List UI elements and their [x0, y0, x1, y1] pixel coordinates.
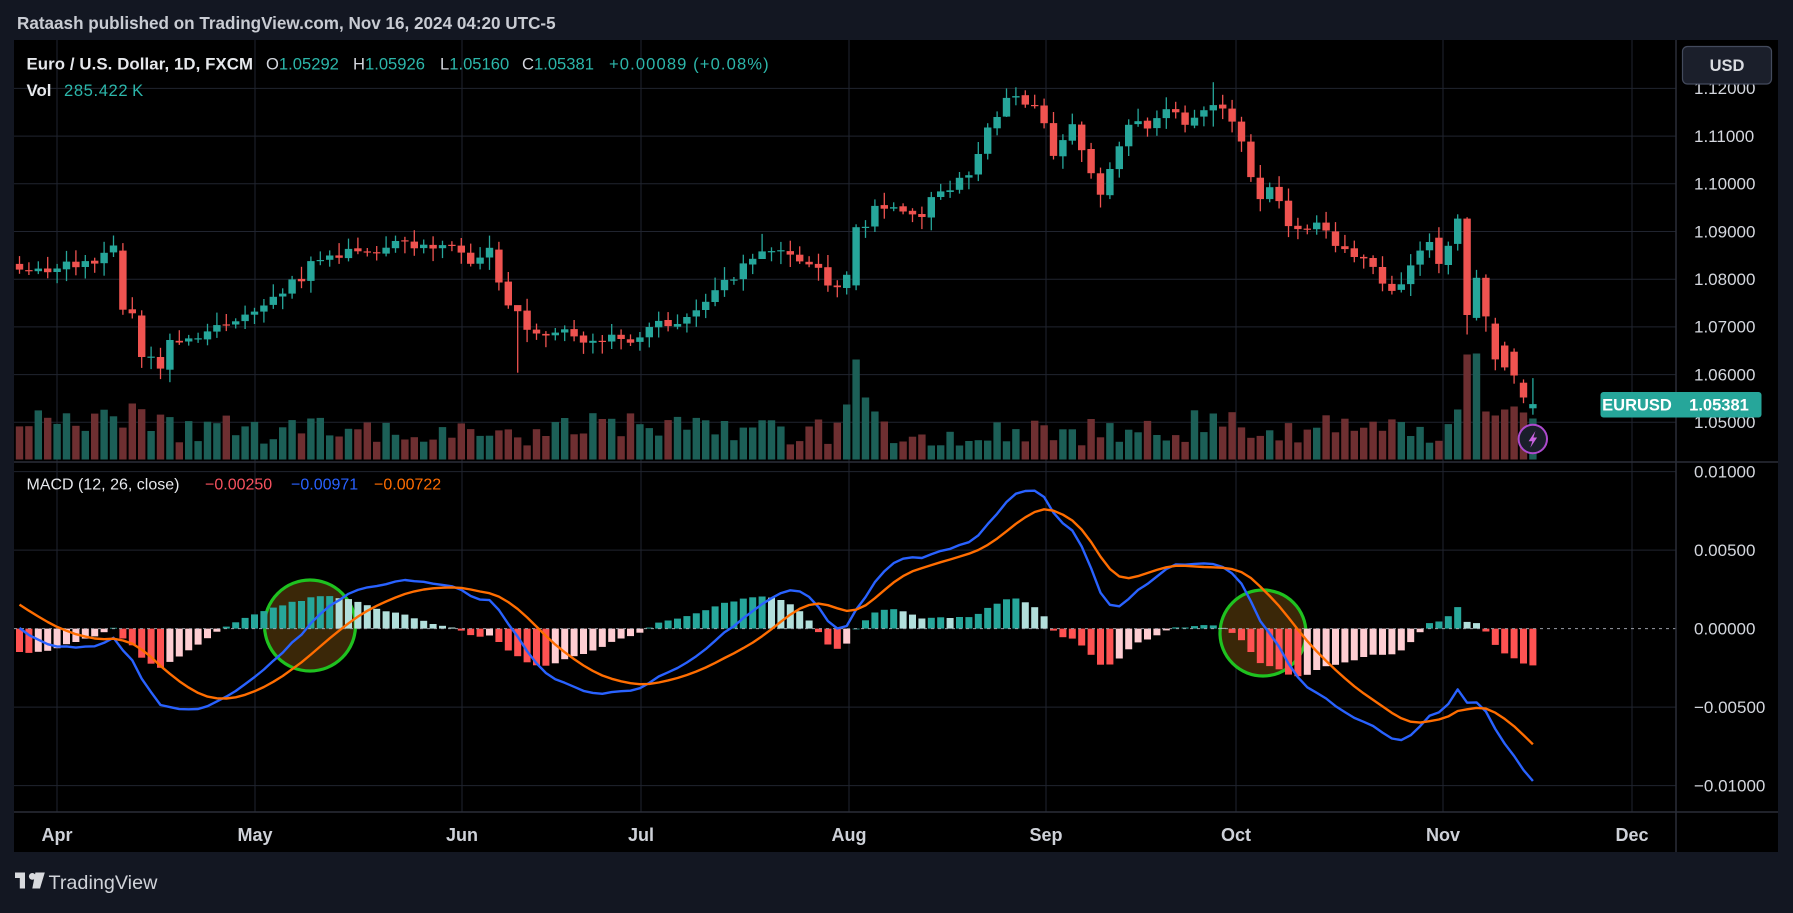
svg-text:Nov: Nov	[1426, 825, 1460, 845]
svg-text:Euro / U.S. Dollar, 1D, FXCM: Euro / U.S. Dollar, 1D, FXCM	[27, 55, 254, 74]
svg-text:1.10000: 1.10000	[1694, 175, 1755, 194]
svg-text:285.422 K: 285.422 K	[64, 81, 144, 100]
svg-text:1.07000: 1.07000	[1694, 318, 1755, 337]
svg-text:0.00000: 0.00000	[1694, 619, 1755, 638]
svg-text:L1.05160: L1.05160	[440, 55, 509, 74]
svg-text:C1.05381: C1.05381	[522, 55, 594, 74]
svg-text:Dec: Dec	[1615, 825, 1648, 845]
svg-text:1.11000: 1.11000	[1694, 127, 1754, 146]
svg-text:−0.00500: −0.00500	[1694, 698, 1765, 717]
svg-text:−0.00250: −0.00250	[205, 477, 272, 494]
svg-text:Sep: Sep	[1029, 825, 1062, 845]
svg-text:1.05000: 1.05000	[1694, 413, 1755, 432]
svg-text:MACD (12, 26, close): MACD (12, 26, close)	[27, 477, 180, 494]
svg-text:Jul: Jul	[628, 825, 654, 845]
svg-text:1.09000: 1.09000	[1694, 222, 1755, 241]
svg-text:1.06000: 1.06000	[1694, 365, 1755, 384]
svg-text:O1.05292: O1.05292	[266, 55, 339, 74]
svg-text:USD: USD	[1710, 57, 1745, 75]
svg-text:Rataash published on TradingVi: Rataash published on TradingView.com, No…	[17, 14, 556, 33]
svg-text:Apr: Apr	[42, 825, 73, 845]
svg-text:H1.05926: H1.05926	[353, 55, 425, 74]
svg-text:0.01000: 0.01000	[1694, 462, 1755, 481]
svg-text:−0.00722: −0.00722	[374, 477, 441, 494]
svg-text:1.08000: 1.08000	[1694, 270, 1755, 289]
svg-text:1.05381: 1.05381	[1689, 397, 1749, 415]
svg-text:0.00500: 0.00500	[1694, 541, 1755, 560]
svg-text:Oct: Oct	[1221, 825, 1251, 845]
svg-text:Vol: Vol	[27, 81, 52, 100]
svg-text:Jun: Jun	[446, 825, 478, 845]
svg-text:Aug: Aug	[832, 825, 867, 845]
svg-text:May: May	[237, 825, 272, 845]
svg-text:−0.00971: −0.00971	[291, 477, 358, 494]
svg-text:−0.01000: −0.01000	[1694, 776, 1765, 795]
svg-text:EURUSD: EURUSD	[1602, 397, 1672, 415]
svg-text:+0.00089 (+0.08%): +0.00089 (+0.08%)	[609, 55, 770, 74]
svg-text:TradingView: TradingView	[49, 872, 159, 894]
